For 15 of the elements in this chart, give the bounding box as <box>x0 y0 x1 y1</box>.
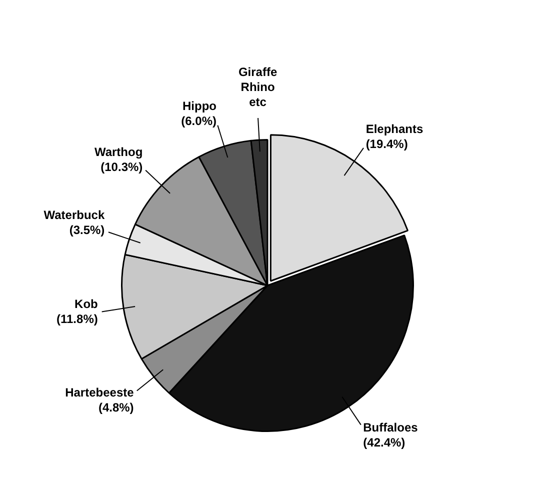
data-label: (6.0%) <box>181 114 216 128</box>
data-label: (4.8%) <box>98 400 134 415</box>
slice-label: Hippo <box>182 98 216 113</box>
data-label: (10.3%) <box>100 160 143 174</box>
slice-label: Warthog <box>94 144 143 159</box>
data-label: (11.8%) <box>56 312 98 326</box>
data-label: (42.4%) <box>363 435 406 450</box>
slice-label: Elephants <box>366 122 424 136</box>
slice-label: Hartebeeste <box>65 386 134 400</box>
data-label: (19.4%) <box>366 136 408 151</box>
data-label: (3.5%) <box>69 223 105 238</box>
slice-label: Buffaloes <box>363 420 418 434</box>
slice-label: Waterbuck <box>44 208 105 222</box>
slice-label: Giraffe Rhino etc <box>238 64 278 109</box>
slice-label: Kob <box>74 297 98 312</box>
